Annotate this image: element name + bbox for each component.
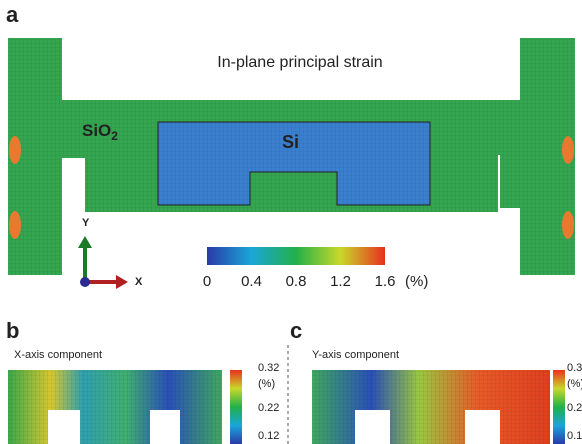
panel-label: b — [6, 318, 19, 343]
unit: (%) — [405, 273, 428, 290]
oxide-text: SiO — [82, 121, 111, 140]
colorbar-label: 0.32 — [258, 362, 279, 374]
colorbar-unit: (%) — [258, 378, 275, 390]
panel-a: a In-plane principal strain SiO2 Si Y X … — [6, 2, 575, 290]
oxide-label: SiO2 — [82, 121, 118, 143]
colorbar-tick-label: 0.8 — [286, 273, 307, 290]
hotspot — [562, 211, 574, 239]
panel-label: c — [290, 318, 302, 343]
colorbar — [553, 370, 565, 444]
colorbar-label: 0.33 — [567, 362, 582, 374]
colorbar-tick-label: 1.6 — [375, 273, 396, 290]
y-arrow-head — [78, 236, 92, 248]
panel-c: c Y-axis component 0.33 (%) 0.25 0.17 — [290, 318, 582, 444]
mesh — [158, 122, 430, 205]
colorbar-label: 0.22 — [258, 402, 279, 414]
silicon-label: Si — [282, 132, 299, 152]
hotspot — [9, 136, 21, 164]
oxide-subscript: 2 — [111, 129, 118, 143]
colorbar-tick-label: 0 — [203, 273, 211, 290]
axis-label: Y — [82, 217, 90, 229]
origin — [80, 277, 90, 287]
mesh — [8, 370, 222, 444]
panel-title: Y-axis component — [312, 349, 399, 361]
hotspot — [9, 211, 21, 239]
colorbar-label: 0.25 — [567, 402, 582, 414]
colorbar — [207, 247, 385, 265]
colorbar-label: 0.17 — [567, 430, 582, 442]
colorbar — [230, 370, 242, 444]
title: In-plane principal strain — [217, 54, 382, 71]
panel-label: a — [6, 2, 19, 27]
panel-title: X-axis component — [14, 349, 102, 361]
axis-label: X — [135, 276, 143, 288]
mesh — [312, 370, 550, 444]
colorbar-label: 0.12 — [258, 430, 279, 442]
hotspot — [562, 136, 574, 164]
colorbar-tick-label: 1.2 — [330, 273, 351, 290]
colorbar-tick-label: 0.4 — [241, 273, 262, 290]
panel-b: b X-axis component 0.32 (%) 0.22 0.12 — [6, 318, 279, 444]
colorbar-unit: (%) — [567, 378, 582, 390]
x-arrow-head — [116, 275, 128, 289]
